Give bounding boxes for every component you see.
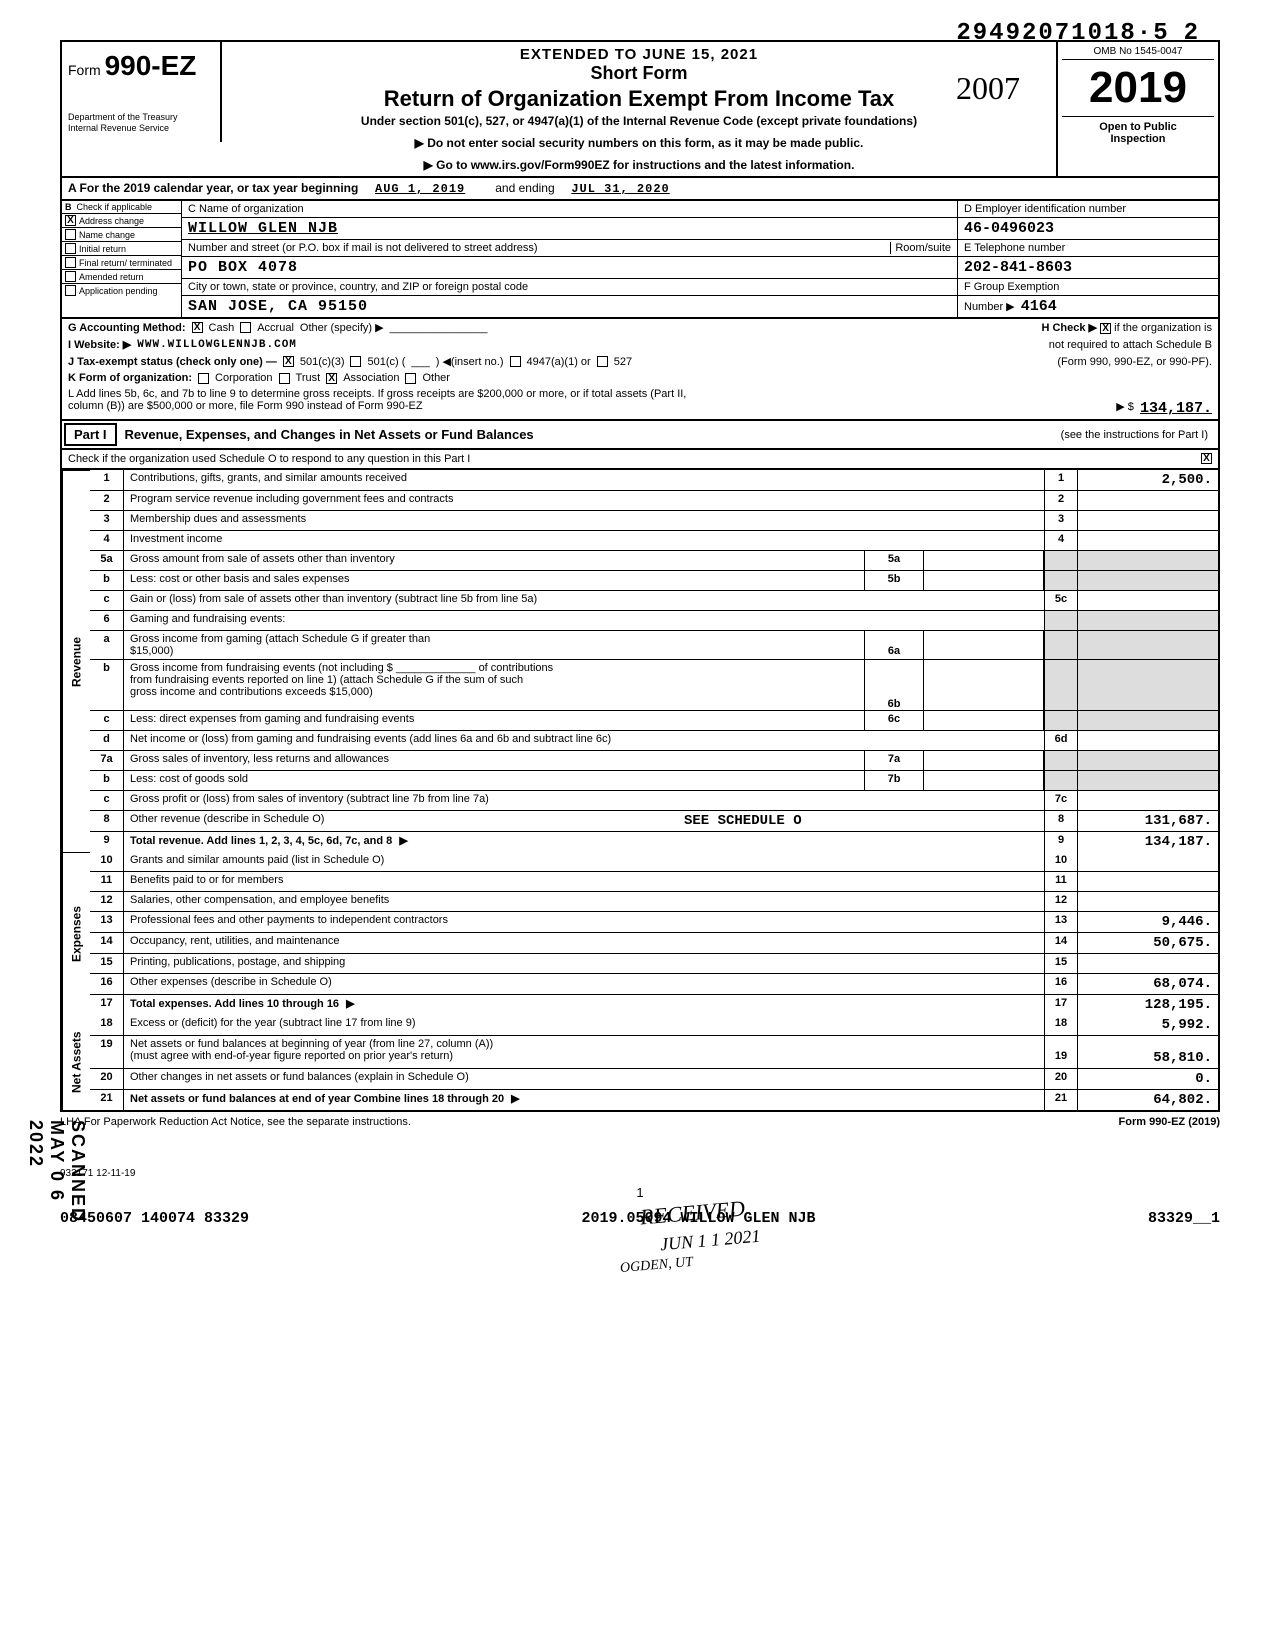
see-schedule-o: SEE SCHEDULE O xyxy=(684,813,802,829)
form-title: Return of Organization Exempt From Incom… xyxy=(232,86,1046,112)
part-1-grid: Revenue 1Contributions, gifts, grants, a… xyxy=(60,470,1220,1112)
checkbox-527[interactable] xyxy=(597,356,608,367)
group-number: 4164 xyxy=(1021,298,1057,315)
scanned-stamp: SCANNED MAY 0 6 2022 xyxy=(25,1120,88,1227)
amt-line-1: 2,500. xyxy=(1078,470,1218,490)
part-1-header: Part I Revenue, Expenses, and Changes in… xyxy=(60,421,1220,450)
page-number: 1 xyxy=(60,1185,1220,1200)
handwritten-year: 2007 xyxy=(956,70,1020,107)
form-number: Form 990-EZ xyxy=(68,50,214,82)
checkbox-cash[interactable]: X xyxy=(192,322,203,333)
tax-year: 2019 xyxy=(1062,66,1214,110)
short-form-label: Short Form xyxy=(232,63,1046,84)
omb-number: OMB No 1545-0047 xyxy=(1062,46,1214,60)
received-date: JUN 1 1 2021 xyxy=(659,1226,761,1256)
line-a-tax-year: A For the 2019 calendar year, or tax yea… xyxy=(60,178,1220,201)
footer-row-1: LHA For Paperwork Reduction Act Notice, … xyxy=(60,1116,1220,1128)
checkbox-501c3[interactable]: X xyxy=(283,356,294,367)
footer-code: 932171 12-11-19 xyxy=(60,1168,1220,1179)
checkbox-final-return[interactable] xyxy=(65,257,76,268)
extended-date: EXTENDED TO JUNE 15, 2021 xyxy=(232,46,1046,63)
checkbox-amended[interactable] xyxy=(65,271,76,282)
label-ein: D Employer identification number xyxy=(958,201,1218,218)
checkbox-part1-schedule-o[interactable]: X xyxy=(1201,453,1212,464)
form-header: Form 990-EZ Department of the Treasury I… xyxy=(60,40,1220,178)
amt-line-9-total-revenue: 134,187. xyxy=(1078,832,1218,852)
org-city: SAN JOSE, CA 95150 xyxy=(188,298,368,315)
amt-line-19: 58,810. xyxy=(1078,1036,1218,1068)
checkbox-trust[interactable] xyxy=(279,373,290,384)
checkbox-accrual[interactable] xyxy=(240,322,251,333)
checkbox-501c[interactable] xyxy=(350,356,361,367)
checkbox-app-pending[interactable] xyxy=(65,285,76,296)
amt-line-8: 131,687. xyxy=(1078,811,1218,831)
amt-line-16: 68,074. xyxy=(1078,974,1218,994)
checkbox-corporation[interactable] xyxy=(198,373,209,384)
side-label-expenses: Expenses xyxy=(62,852,90,1015)
amt-line-17-total-expenses: 128,195. xyxy=(1078,995,1218,1015)
ein-value: 46-0496023 xyxy=(964,220,1054,237)
checkbox-address-change[interactable]: X xyxy=(65,215,76,226)
form-subtitle: Under section 501(c), 527, or 4947(a)(1)… xyxy=(232,114,1046,128)
amt-line-14: 50,675. xyxy=(1078,933,1218,953)
label-city: City or town, state or province, country… xyxy=(182,279,957,296)
org-name: WILLOW GLEN NJB xyxy=(188,220,338,237)
label-org-name: C Name of organization xyxy=(182,201,957,218)
warning-ssn: ▶ Do not enter social security numbers o… xyxy=(232,136,1046,150)
checkbox-other-org[interactable] xyxy=(405,373,416,384)
stamp-number: 29492071018·52 xyxy=(956,20,1200,47)
instructions-link: ▶ Go to www.irs.gov/Form990EZ for instru… xyxy=(232,158,1046,172)
side-label-revenue: Revenue xyxy=(62,470,90,852)
open-public: Open to Public Inspection xyxy=(1062,116,1214,145)
checkbox-4947[interactable] xyxy=(510,356,521,367)
checkbox-association[interactable]: X xyxy=(326,373,337,384)
section-b-header-info: B Check if applicable XAddress change Na… xyxy=(60,201,1220,319)
rows-g-through-l: G Accounting Method: XCash Accrual Other… xyxy=(60,319,1220,421)
amt-line-20: 0. xyxy=(1078,1069,1218,1089)
dept-treasury: Department of the Treasury Internal Reve… xyxy=(68,112,214,134)
checkbox-initial-return[interactable] xyxy=(65,243,76,254)
amt-line-21-net-assets: 64,802. xyxy=(1078,1090,1218,1110)
side-label-net-assets: Net Assets xyxy=(62,1015,90,1110)
website-value: WWW.WILLOWGLENNJB.COM xyxy=(137,339,297,351)
part-1-schedule-o-check: Check if the organization used Schedule … xyxy=(60,450,1220,470)
phone-value: 202-841-8603 xyxy=(964,259,1072,276)
label-phone: E Telephone number xyxy=(958,240,1218,257)
label-group-exemption: F Group Exemption xyxy=(958,279,1218,296)
gross-receipts-amount: 134,187. xyxy=(1140,400,1212,417)
amt-line-18: 5,992. xyxy=(1078,1015,1218,1035)
checkbox-schedule-b[interactable]: X xyxy=(1100,323,1111,334)
checkbox-name-change[interactable] xyxy=(65,229,76,240)
received-location: OGDEN, UT xyxy=(619,1255,693,1277)
amt-line-13: 9,446. xyxy=(1078,912,1218,932)
org-address: PO BOX 4078 xyxy=(188,259,298,276)
